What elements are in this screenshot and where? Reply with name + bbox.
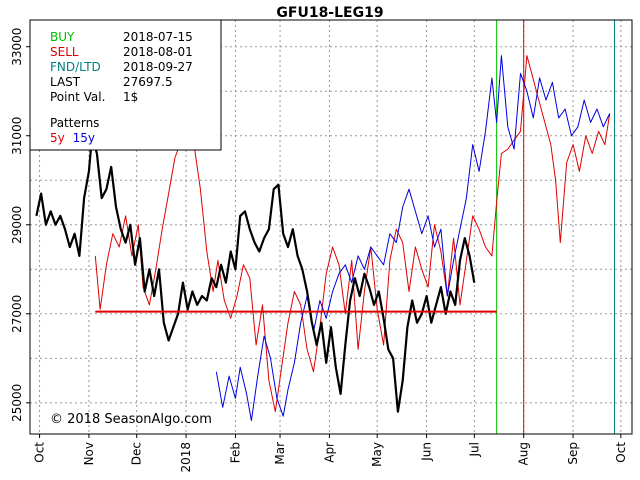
info-rows: BUY 2018-07-15 SELL 2018-08-01 FND/LTD 2018-0…: [50, 30, 193, 104]
info-value: 1$: [123, 90, 138, 104]
pattern-15y-label: 15y: [73, 131, 95, 145]
x-tick-label: Jun: [420, 442, 434, 462]
x-tick-label: Oct: [614, 442, 628, 463]
x-tick-label: 2018: [179, 442, 193, 473]
patterns-legend: 5y 15y: [50, 131, 95, 145]
y-tick-label: 31000: [10, 117, 24, 155]
info-label: BUY: [50, 30, 75, 44]
chart-title: GFU18-LEG19: [276, 5, 383, 21]
x-tick-label: Feb: [228, 442, 242, 463]
y-tick-label: 29000: [10, 206, 24, 244]
x-tick-label: Mar: [273, 442, 287, 465]
info-value: 27697.5: [123, 75, 173, 89]
series-line-gfu18-leg19: [35, 134, 476, 413]
pattern-5y-label: 5y: [50, 131, 65, 145]
info-label: Point Val.: [50, 90, 105, 104]
x-tick-label: May: [370, 442, 384, 467]
y-tick-label: 33000: [10, 28, 24, 66]
x-tick-label: Aug: [517, 442, 531, 465]
info-box: BUY 2018-07-15 SELL 2018-08-01 FND/LTD 2018-0…: [29, 19, 222, 151]
plot-frame: [29, 19, 633, 435]
vertical-markers: [496, 20, 615, 434]
x-axis: Oct Nov Dec 2018 Feb Mar Apr May Jun Jul Aug Sep Oct: [33, 434, 628, 473]
copyright-text: © 2018 SeasonAlgo.com: [50, 412, 212, 427]
x-tick-label: Dec: [130, 442, 144, 465]
info-box-background: [29, 19, 222, 151]
x-tick-label: Oct: [33, 442, 47, 463]
x-tick-label: Jul: [467, 442, 481, 457]
x-tick-label: Nov: [82, 442, 96, 465]
info-label: LAST: [50, 75, 81, 89]
y-tick-label: 25000: [10, 384, 24, 422]
info-label: FND/LTD: [50, 60, 101, 74]
y-axis: 25000 27000 29000 31000 33000: [10, 28, 30, 422]
y-tick-label: 27000: [10, 295, 24, 333]
info-label: SELL: [50, 45, 79, 59]
x-tick-label: Sep: [566, 442, 580, 465]
x-tick-label: Apr: [322, 442, 336, 463]
patterns-label: Patterns: [50, 116, 99, 130]
info-value: 2018-09-27: [123, 60, 193, 74]
info-value: 2018-08-01: [123, 45, 193, 59]
series-line-15y: [215, 55, 611, 422]
info-value: 2018-07-15: [123, 30, 193, 44]
